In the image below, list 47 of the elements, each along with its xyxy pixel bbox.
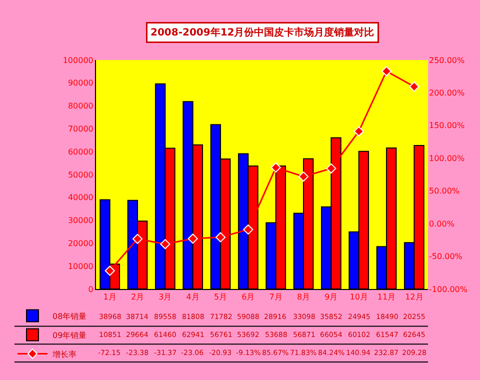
x-tick-label: 5月 — [214, 292, 228, 302]
chart-title: 2008-2009年12月份中国皮卡市场月度销量对比 — [150, 26, 374, 38]
y-tick-label: 40000 — [68, 193, 94, 202]
point — [104, 266, 115, 276]
y-tick-label: 100000 — [62, 56, 94, 65]
x-tick-label: 1月 — [103, 292, 116, 302]
y2-tick-label: -50.00% — [429, 252, 463, 262]
y-tick-label: 10000 — [68, 262, 94, 271]
point — [132, 234, 143, 244]
point — [381, 66, 392, 76]
x-tick-label: 6月 — [242, 292, 255, 302]
y2-tick-label: 0.00% — [429, 219, 455, 228]
point — [409, 82, 420, 92]
x-tick-label: 3月 — [158, 292, 172, 302]
x-tick-label: 12月 — [405, 292, 424, 302]
x-tick-label: 9月 — [324, 292, 338, 302]
y2-tick-label: 200.00% — [429, 88, 465, 98]
point — [354, 126, 364, 136]
y-tick-label: 50000 — [68, 170, 94, 180]
x-tick-label: 4月 — [186, 292, 200, 302]
x-tick-label: 7月 — [269, 292, 282, 302]
point — [243, 224, 254, 235]
y-tick-label: 0 — [88, 284, 94, 294]
y-tick-label: 20000 — [68, 239, 94, 248]
point — [160, 239, 170, 250]
point — [326, 163, 336, 174]
x-tick-label: 11月 — [377, 292, 396, 302]
y-tick-label: 70000 — [68, 124, 94, 134]
y2-tick-label: 100.00% — [429, 154, 465, 163]
y-tick-label: 80000 — [68, 102, 94, 111]
legend-label: 增长率 — [52, 350, 77, 359]
point — [298, 172, 309, 182]
y-tick-label: 30000 — [68, 216, 94, 226]
y2-tick-label: 250.00% — [429, 56, 465, 65]
y2-tick-label: -100.00% — [429, 284, 468, 294]
y2-tick-label: 50.00% — [429, 186, 460, 196]
x-tick-label: 10月 — [350, 292, 368, 302]
point — [270, 162, 281, 173]
x-tick-label: 2月 — [130, 292, 144, 302]
legend-label: 09年销量 — [52, 330, 87, 340]
y-tick-label: 90000 — [68, 78, 94, 88]
y-tick-label: 60000 — [68, 147, 94, 156]
point — [188, 234, 198, 244]
point — [215, 232, 226, 242]
y2-tick-label: 150.00% — [429, 121, 465, 130]
legend-label: 08年销量 — [52, 312, 87, 321]
x-tick-label: 8月 — [296, 292, 310, 302]
